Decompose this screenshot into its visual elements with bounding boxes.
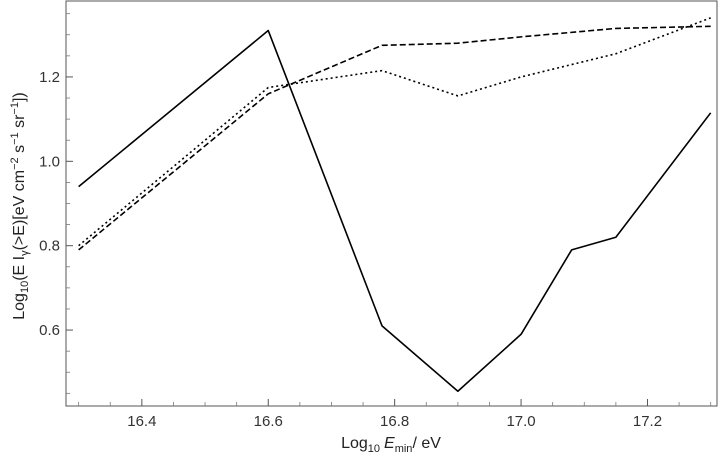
x-axis-label-sub: min [395,443,413,455]
x-axis-label-unit: / eV [412,435,441,452]
y-axis-ticks: 0.6 0.8 1.0 1.2 [39,13,73,394]
y-tick-label: 0.8 [39,238,60,255]
y-axis-label-mid: (>E)[eV cm [11,170,28,250]
x-tick-label: 17.2 [633,413,662,430]
x-tick-label: 16.4 [127,413,156,430]
x-tick-label: 16.8 [380,413,409,430]
plot-frame [65,0,718,407]
x-axis-label-prefix: Log [341,435,368,452]
x-axis-ticks: 16.4 16.6 16.8 17.0 17.2 [78,399,712,430]
y-axis-label-base: 10 [19,281,31,293]
series-layer [78,17,712,393]
y-axis-label-exp2: −1 [9,132,21,145]
x-tick-label: 17.0 [506,413,535,430]
y-axis-label: Log10(E Iγ(>E)[eV cm−2 s−1 sr−1]) [9,92,31,319]
x-axis-label: Log10 Emin/ eV [341,435,441,455]
series-line-dotted [78,17,711,247]
series-line-dashed [78,25,711,251]
y-axis-label-exp1: −2 [9,157,21,170]
x-axis-label-var: E [384,435,395,452]
y-axis-label-s: s [11,145,28,157]
y-tick-label: 0.6 [39,322,60,339]
y-axis-label-prefix: Log [11,293,28,320]
series-line-solid [78,29,712,393]
y-axis-label-close: ]) [11,92,28,102]
y-axis-label-gamma: γ [19,250,31,256]
y-axis-label-exp3: −1 [9,102,21,115]
y-axis-label-open: (E I [11,256,28,281]
y-axis-label-sr: sr [11,114,28,132]
x-axis-label-base: 10 [368,443,380,455]
x-tick-label: 16.6 [254,413,283,430]
y-tick-label: 1.0 [39,153,60,170]
y-tick-label: 1.2 [39,69,60,86]
